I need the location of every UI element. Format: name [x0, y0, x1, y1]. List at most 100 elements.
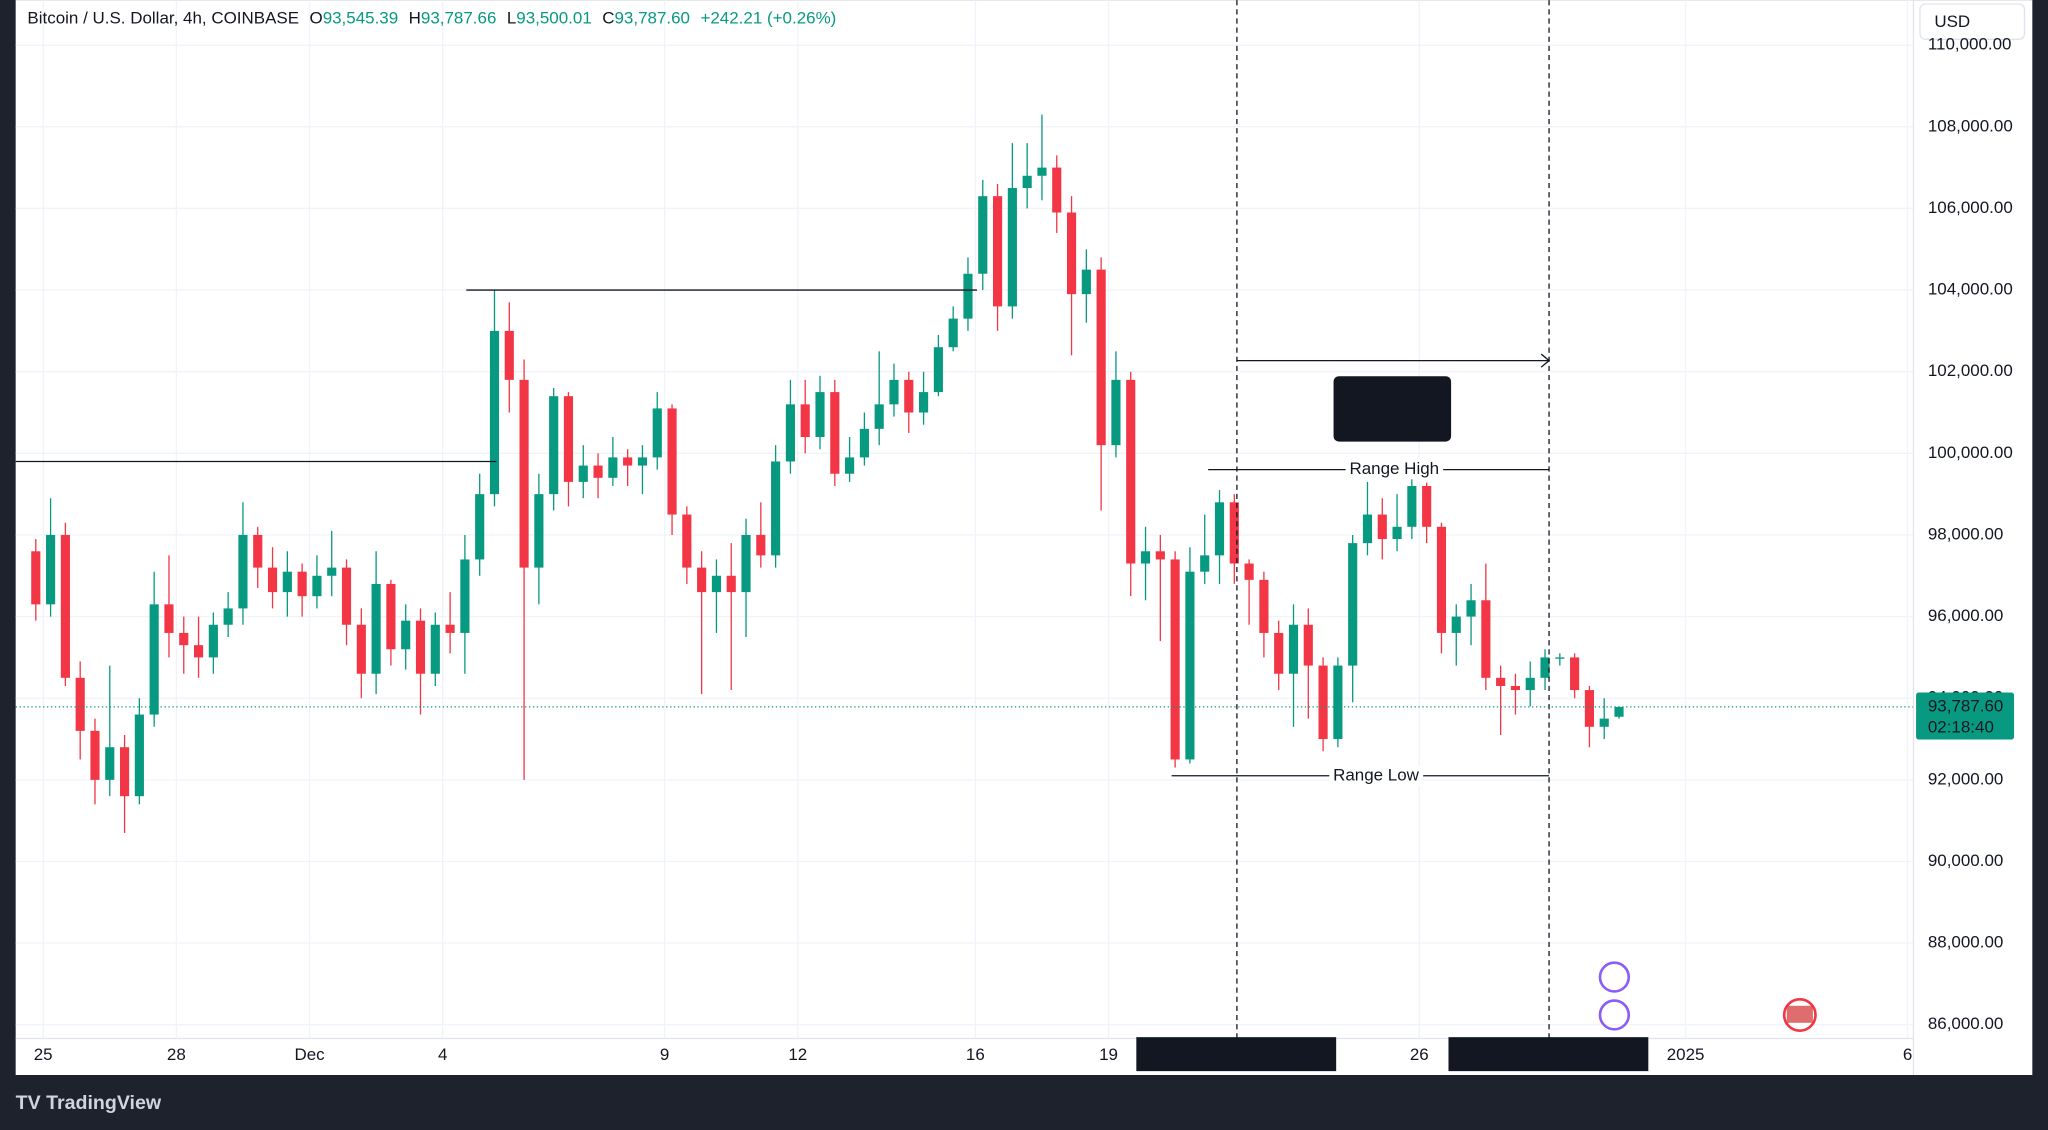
brand: TV TradingView [16, 1092, 162, 1114]
candle-body [282, 571, 292, 593]
date-badge [1448, 1037, 1649, 1072]
candle-body [785, 404, 795, 462]
candle-body [1540, 657, 1550, 678]
candle-body [1392, 526, 1402, 540]
candle-body [1288, 624, 1299, 674]
plot: Range High Range Low 42 bars, 7d Vol 65.06 … [15, 0, 1914, 1039]
candle-body [356, 624, 366, 674]
x-tick-label: 4 [438, 1045, 447, 1064]
candle-body [179, 632, 189, 646]
candle-body [1584, 690, 1594, 727]
candle-body [889, 379, 899, 405]
candle-body [948, 318, 958, 348]
candle-body [60, 534, 70, 678]
x-tick-label: 9 [660, 1045, 669, 1064]
currency-button[interactable] [1919, 3, 2026, 40]
date-badge-label: Sat 28 Dec '24 21:00 [1469, 1045, 1627, 1064]
candle-body [1422, 485, 1432, 527]
candle-body [1185, 571, 1195, 760]
candle-body [445, 624, 455, 633]
candle-body [519, 379, 529, 568]
symbol: Bitcoin / U.S. Dollar, 4h, COINBASE [27, 9, 299, 28]
ohlc-key: O [309, 9, 322, 28]
candle-body [1436, 526, 1447, 633]
candle-body [800, 404, 810, 437]
candle-body [504, 330, 514, 380]
ai-icon[interactable] [1598, 961, 1631, 993]
y-tick-label: 90,000.00 [1928, 851, 2004, 870]
candle-body [1348, 543, 1358, 666]
last-price-label: 93,787.60 [1928, 696, 2004, 715]
candle-body [120, 747, 130, 797]
candle-body [1525, 677, 1535, 691]
candle-body [475, 494, 485, 560]
range-arrow-head [1540, 353, 1551, 368]
y-tick-label: 102,000.00 [1928, 361, 2013, 380]
candle-body [208, 624, 218, 658]
candle-body [460, 559, 470, 633]
candle-body [756, 534, 766, 556]
candle-body [149, 604, 159, 715]
x-tick-label: 19 [1099, 1045, 1118, 1064]
candle-body [697, 567, 707, 593]
candle-body [1555, 657, 1565, 659]
footer [0, 1075, 2048, 1130]
range-bars: 42 bars, 7d [1350, 383, 1435, 402]
candle-body [919, 392, 929, 413]
y-tick-label: 110,000.00 [1928, 35, 2012, 54]
candle-body [105, 747, 115, 780]
candle-body [593, 465, 603, 478]
candle-body [1407, 485, 1417, 527]
candle-body [534, 494, 544, 568]
candle-body [1614, 706, 1624, 717]
last-price-box [1916, 692, 2015, 740]
candle-body [1140, 551, 1151, 564]
candle-body [1200, 555, 1210, 572]
candle-body [489, 330, 500, 495]
candle-body [1496, 677, 1506, 686]
candle-body [1170, 559, 1180, 760]
ohlc-key: H [409, 9, 421, 28]
candle-body [1229, 502, 1239, 564]
candle-body [1007, 188, 1017, 307]
countdown-label: 02:18:40 [1928, 717, 1994, 736]
range-box [1333, 376, 1452, 442]
candle-body [1362, 514, 1373, 544]
candle-body [1111, 379, 1121, 446]
candle-body [1377, 514, 1387, 540]
candle-body [978, 196, 988, 274]
ohlc-key: L [507, 9, 516, 28]
y-tick-label: 88,000.00 [1928, 933, 2004, 952]
chart-panel [15, 0, 2033, 1076]
y-tick-label: 108,000.00 [1928, 116, 2013, 135]
alert-icon[interactable] [1598, 999, 1631, 1031]
candle-body [371, 583, 381, 674]
candle-body [874, 404, 884, 429]
candle-body [297, 571, 307, 597]
flag-stripes [1786, 1005, 1813, 1023]
x-tick-label: 16 [966, 1045, 985, 1064]
candle-body [578, 465, 588, 482]
ohlc-value: 93,500.01 [516, 9, 592, 28]
candle-body [253, 534, 263, 568]
candle-body [549, 396, 559, 495]
date-badge-label: Sat 21 Dec '24 21:00 [1157, 1045, 1315, 1064]
candle-body [193, 645, 204, 658]
candle-body [1451, 616, 1461, 633]
currency[interactable]: USD [1934, 12, 1970, 31]
candle-body [933, 347, 943, 393]
brand-name: TradingView [46, 1092, 162, 1114]
candle-body [963, 273, 973, 319]
x-tick-label: 28 [167, 1045, 186, 1064]
y-tick-label: 96,000.00 [1928, 606, 2004, 625]
candle-body [667, 408, 677, 515]
y-tick-label: 98,000.00 [1928, 524, 2004, 543]
y-tick-label: 106,000.00 [1928, 198, 2013, 217]
x-tick-label: 25 [34, 1045, 53, 1064]
y-tick-label: 100,000.00 [1928, 443, 2013, 462]
candle-body [1259, 579, 1269, 633]
candle-body [1570, 657, 1580, 691]
candle-body [46, 534, 56, 605]
candle-body [1599, 718, 1609, 727]
